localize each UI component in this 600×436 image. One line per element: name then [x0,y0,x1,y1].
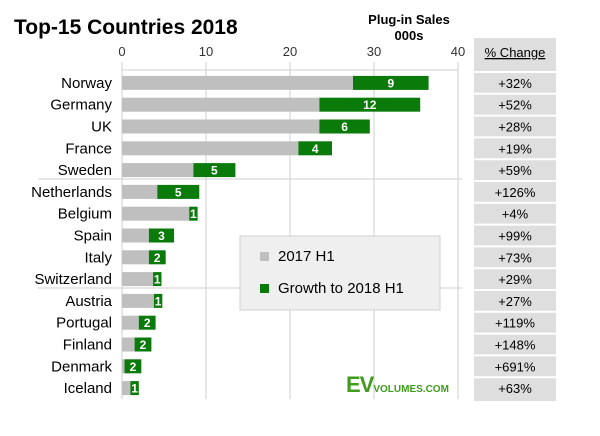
pct-change-column [474,38,556,401]
category-label: Iceland [64,380,112,397]
growth-data-label: 5 [175,185,182,199]
pct-change-value: +99% [498,229,532,244]
category-label: Denmark [51,358,112,375]
pct-change-value: +4% [502,207,529,222]
pct-change-value: +63% [498,381,532,396]
category-label: Switzerland [34,271,112,288]
pct-change-value: +32% [498,76,532,91]
x-tick-label: 20 [283,44,297,59]
bar-growth-2018-h1 [153,272,162,287]
legend-box [239,235,441,311]
category-label: Portugal [56,315,112,332]
legend-swatch [260,284,269,293]
bar-growth-2018-h1 [353,75,429,90]
category-label: Norway [61,75,112,92]
category-label: Finland [63,337,112,354]
growth-data-label: 4 [312,142,319,156]
growth-data-label: 9 [387,76,394,90]
bar-growth-2018-h1 [157,184,200,199]
unit-label-line1: Plug-in Sales [368,12,450,27]
bar-2017-h1 [122,337,135,352]
bar-2017-h1 [122,97,320,112]
bar-2017-h1 [122,272,154,287]
pct-change-value: +29% [498,272,532,287]
growth-data-label: 1 [131,382,138,396]
pct-change-value: +148% [495,338,536,353]
category-label: Italy [84,249,112,266]
bar-2017-h1 [122,315,139,330]
x-tick-label: 0 [118,44,125,59]
bar-growth-2018-h1 [189,206,198,221]
logo-volumes-text: VOLUMES.COM [373,384,449,395]
category-label: Sweden [58,162,112,179]
bar-2017-h1 [122,228,149,243]
legend-label: 2017 H1 [278,248,335,265]
pct-change-value: +19% [498,141,532,156]
bar-2017-h1 [122,75,353,90]
bar-growth-2018-h1 [134,337,152,352]
category-label: France [65,140,112,157]
pct-change-value: +691% [495,359,536,374]
bar-growth-2018-h1 [319,119,370,134]
x-tick-label: 10 [199,44,213,59]
growth-data-label: 1 [190,207,197,221]
pct-change-value: +28% [498,120,532,135]
unit-label: Plug-in Sales 000s [364,12,454,44]
bar-2017-h1 [122,119,320,134]
unit-label-line2: 000s [394,28,424,43]
growth-data-label: 2 [144,316,151,330]
category-label: Germany [50,97,112,114]
growth-data-label: 2 [154,251,161,265]
evvolumes-logo: EVVOLUMES.COM [346,372,449,398]
bar-2017-h1 [122,184,158,199]
legend-swatch [260,252,269,261]
pct-change-value: +52% [498,98,532,113]
growth-data-label: 5 [211,164,218,178]
bar-growth-2018-h1 [193,163,236,178]
bar-growth-2018-h1 [138,315,156,330]
growth-data-label: 1 [155,294,162,308]
chart-title: Top-15 Countries 2018 [14,16,238,39]
growth-data-label: 12 [363,98,377,112]
pct-change-header: % Change [485,45,546,60]
pct-change-value: +59% [498,163,532,178]
legend-label: Growth to 2018 H1 [278,280,404,297]
bar-growth-2018-h1 [319,97,421,112]
pct-change-value: +126% [495,185,536,200]
growth-data-label: 3 [158,229,165,243]
bar-growth-2018-h1 [298,141,332,156]
bar-2017-h1 [122,359,125,374]
logo-ev-text: EV [346,372,374,397]
bar-growth-2018-h1 [153,293,163,308]
bar-2017-h1 [122,206,190,221]
category-label: Netherlands [31,184,112,201]
bar-2017-h1 [122,250,149,265]
bar-growth-2018-h1 [130,381,139,396]
bar-2017-h1 [122,163,194,178]
bar-growth-2018-h1 [124,359,142,374]
bar-2017-h1 [122,141,299,156]
x-tick-label: 40 [451,44,465,59]
bar-growth-2018-h1 [148,250,166,265]
category-label: UK [91,119,112,136]
pct-change-value: +119% [495,316,535,331]
bar-growth-2018-h1 [148,228,175,243]
category-label: Belgium [58,206,112,223]
pct-change-value: +27% [498,294,532,309]
growth-data-label: 1 [154,273,161,287]
category-label: Austria [65,293,112,310]
x-tick-label: 30 [367,44,381,59]
bar-2017-h1 [122,293,154,308]
growth-data-label: 6 [341,120,348,134]
growth-data-label: 2 [130,360,137,374]
bar-2017-h1 [122,381,131,396]
category-label: Spain [74,228,112,245]
growth-data-label: 2 [140,338,147,352]
pct-change-value: +73% [498,250,532,265]
